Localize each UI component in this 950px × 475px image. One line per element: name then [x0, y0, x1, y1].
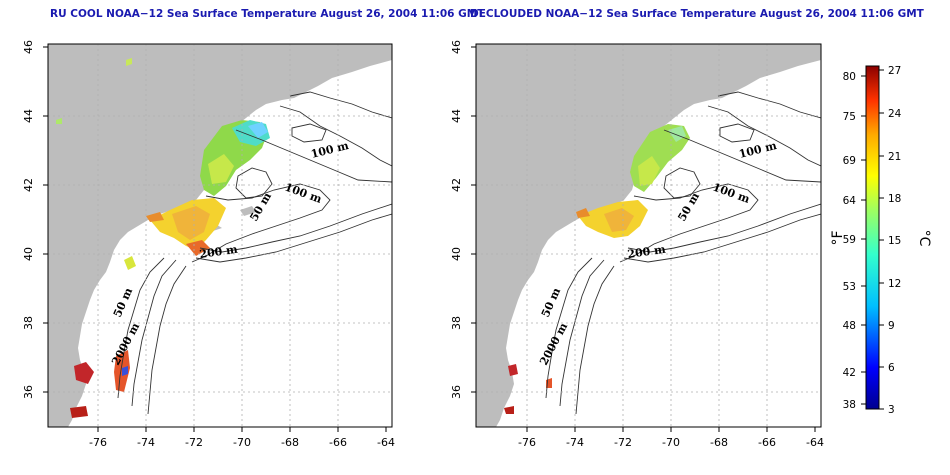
colorbar-ticks [861, 69, 884, 410]
colorbar-f-label: 69 [843, 155, 856, 167]
right-y-tick: 40 [450, 247, 463, 261]
colorbar-unit-celsius: °C [916, 230, 932, 247]
left-x-tick-labels: -76 -74 -72 -70 -68 -66 -64 [89, 436, 395, 449]
left-x-tick: -72 [185, 436, 203, 449]
left-x-tick: -74 [137, 436, 155, 449]
right-x-tick-labels: -76 -74 -72 -70 -68 -66 -64 [518, 436, 824, 449]
colorbar-f-label: 80 [843, 71, 856, 83]
right-y-tick: 44 [450, 109, 463, 123]
right-panel-title: DECLOUDED NOAA−12 Sea Surface Temperatur… [470, 8, 924, 20]
left-x-tick: -66 [329, 436, 347, 449]
colorbar-c-label: 18 [888, 193, 901, 205]
right-x-tick: -68 [710, 436, 728, 449]
right-y-tick-labels: 36 38 40 42 44 46 [450, 40, 463, 399]
right-x-tick: -74 [566, 436, 584, 449]
left-map-border [47, 43, 393, 428]
left-y-tick-labels: 36 38 40 42 44 46 [22, 40, 35, 399]
left-x-tick: -70 [233, 436, 251, 449]
right-bathymetry-contours [545, 91, 821, 415]
colorbar-f-label: 48 [843, 320, 856, 332]
right-y-tick: 42 [450, 178, 463, 192]
left-bathymetry-contours [117, 91, 392, 415]
right-y-tick: 38 [450, 316, 463, 330]
left-y-tick: 46 [22, 40, 35, 54]
left-panel-title: RU COOL NOAA−12 Sea Surface Temperature … [50, 8, 485, 20]
colorbar-gradient [865, 65, 880, 410]
left-y-tick: 38 [22, 316, 35, 330]
left-sst-overlay [56, 58, 270, 418]
right-x-tick: -76 [518, 436, 536, 449]
colorbar-f-label: 64 [843, 195, 857, 207]
right-contour-label-4: 200 m [627, 243, 667, 261]
left-x-tick: -68 [281, 436, 299, 449]
colorbar-c-label: 15 [888, 235, 901, 247]
right-map-border [475, 43, 822, 428]
colorbar-c-label: 6 [888, 362, 895, 374]
left-contour-label-4: 200 m [199, 243, 239, 261]
colorbar-f-label: 38 [843, 399, 856, 411]
right-land-mass [476, 44, 821, 427]
right-axis-ticks [471, 46, 816, 432]
right-y-tick: 46 [450, 40, 463, 54]
colorbar-f-label: 53 [843, 281, 856, 293]
right-x-tick: -64 [806, 436, 824, 449]
left-y-tick: 44 [22, 109, 35, 123]
left-grid [48, 44, 392, 427]
right-x-tick: -70 [662, 436, 680, 449]
right-sst-overlay [504, 124, 690, 414]
colorbar: 80 75 69 64 59 53 48 42 38 27 24 21 18 1… [830, 65, 932, 416]
colorbar-f-label: 42 [843, 367, 856, 379]
colorbar-c-label: 9 [888, 320, 895, 332]
right-map-panel: 100 m 100 m 50 m 200 m 50 m 2000 m -76 -… [450, 40, 824, 449]
right-grid [476, 44, 821, 427]
right-x-tick: -72 [614, 436, 632, 449]
left-x-tick: -64 [377, 436, 395, 449]
left-x-tick: -76 [89, 436, 107, 449]
left-y-tick: 42 [22, 178, 35, 192]
right-x-tick: -66 [758, 436, 776, 449]
colorbar-c-label: 24 [888, 108, 902, 120]
colorbar-f-label: 59 [843, 234, 856, 246]
left-y-tick: 40 [22, 247, 35, 261]
colorbar-fahrenheit-labels: 80 75 69 64 59 53 48 42 38 [843, 71, 857, 411]
colorbar-unit-fahrenheit: °F [830, 230, 846, 245]
colorbar-f-label: 75 [843, 111, 856, 123]
colorbar-c-label: 21 [888, 151, 901, 163]
colorbar-c-label: 27 [888, 65, 901, 77]
left-land-mass [48, 44, 392, 427]
left-island-cape [240, 206, 256, 216]
colorbar-celsius-labels: 27 24 21 18 15 12 9 6 3 [888, 65, 902, 416]
colorbar-c-label: 3 [888, 404, 895, 416]
left-axis-ticks [43, 46, 387, 432]
colorbar-c-label: 12 [888, 278, 901, 290]
right-y-tick: 36 [450, 385, 463, 399]
left-map-panel: 100 m 100 m 50 m 200 m 50 m 2000 m -76 -… [22, 40, 395, 449]
left-y-tick: 36 [22, 385, 35, 399]
